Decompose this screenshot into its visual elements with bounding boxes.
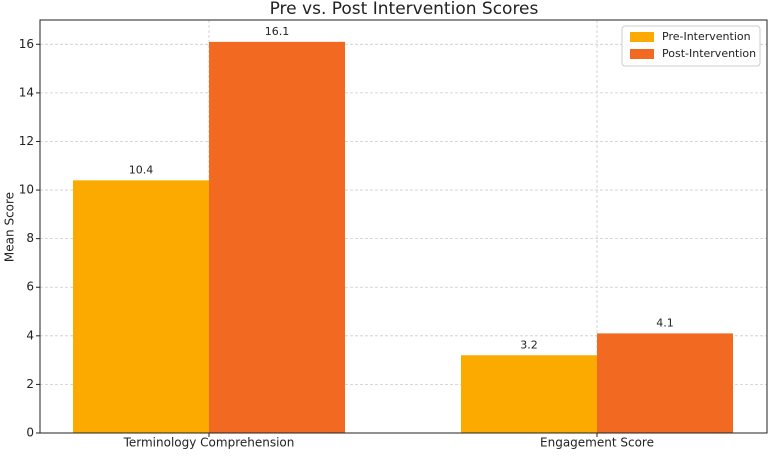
plot-frame (39, 19, 768, 434)
y-tick-label: 10 (19, 183, 34, 197)
y-axis-label: Mean Score (3, 192, 17, 262)
bar (209, 41, 345, 433)
bar (73, 180, 209, 433)
legend-label: Post-Intervention (662, 47, 756, 60)
value-label: 10.4 (129, 163, 154, 176)
legend-box (621, 25, 761, 67)
legend-swatch (630, 32, 654, 42)
value-label: 3.2 (520, 338, 538, 351)
legend-swatch (630, 49, 654, 59)
y-tick-label: 12 (19, 134, 34, 148)
y-tick-label: 8 (26, 231, 34, 245)
y-tick-label: 14 (19, 85, 34, 99)
legend: Pre-Intervention Post-Intervention (621, 25, 761, 67)
chart-title: Pre vs. Post Intervention Scores (270, 0, 539, 19)
y-tick-label: 4 (26, 328, 34, 342)
value-label: 16.1 (265, 25, 290, 38)
y-tick-label: 16 (19, 37, 34, 51)
value-label: 4.1 (656, 316, 674, 329)
y-tick-label: 2 (26, 377, 34, 391)
legend-label: Pre-Intervention (662, 30, 751, 43)
bar (597, 333, 733, 433)
bar (461, 355, 597, 433)
x-tick-label: Terminology Comprehension (123, 436, 295, 450)
y-tick-label: 6 (26, 280, 34, 294)
y-tick-label: 0 (26, 426, 34, 440)
x-tick-label: Engagement Score (540, 436, 654, 450)
